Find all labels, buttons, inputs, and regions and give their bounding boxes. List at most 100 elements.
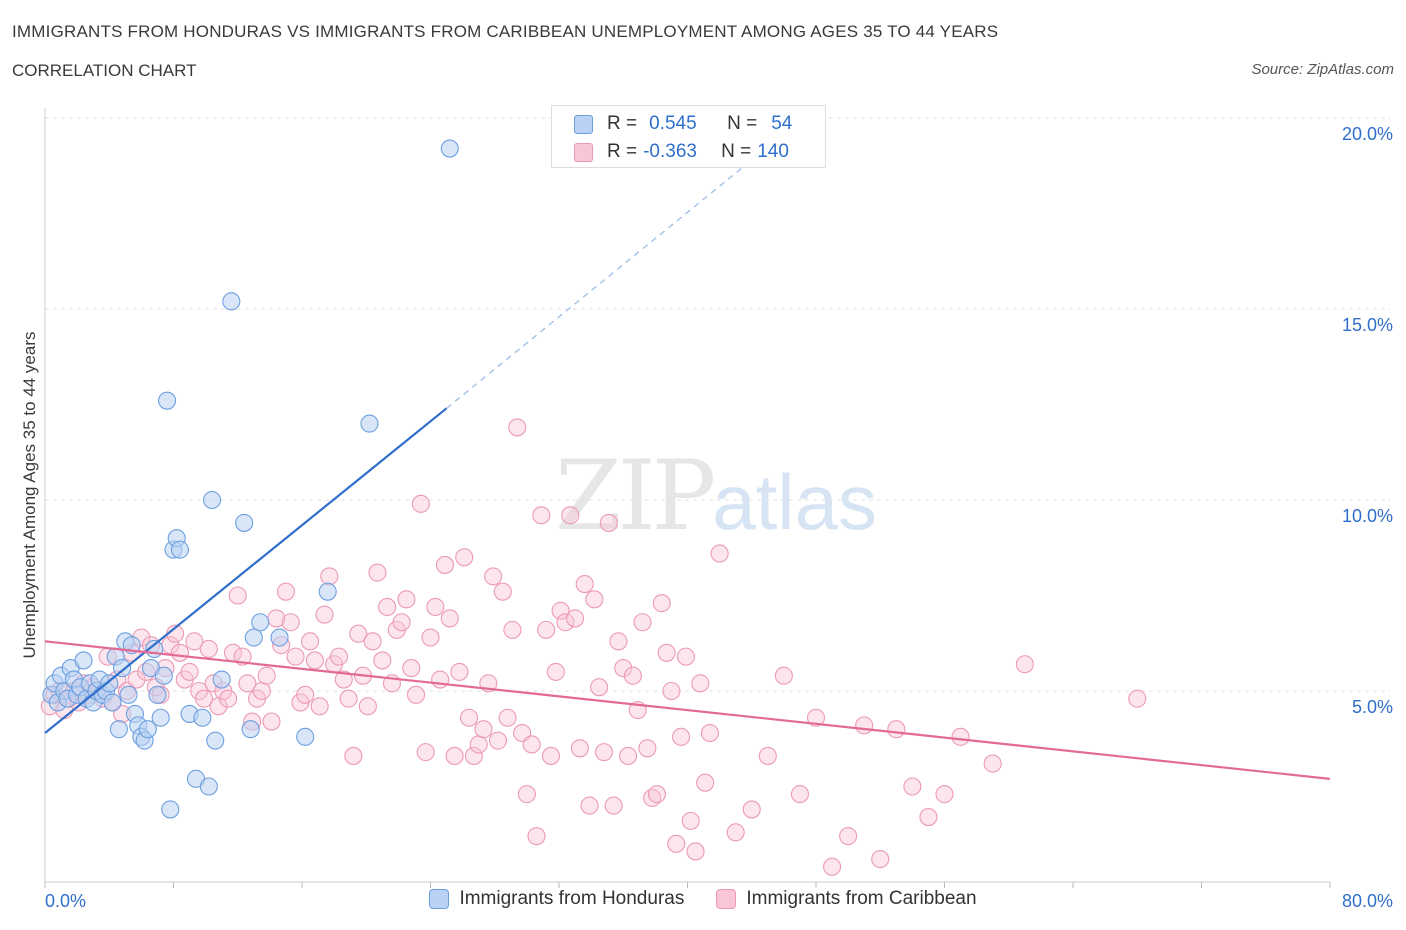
chart-title: IMMIGRANTS FROM HONDURAS VS IMMIGRANTS F… (12, 22, 999, 41)
caribbean-n-value: 140 (757, 141, 789, 162)
caribbean-point-114 (590, 678, 609, 697)
caribbean-point-146 (839, 827, 858, 846)
caribbean-point-81 (431, 670, 450, 689)
caribbean-point-29 (180, 662, 199, 681)
caribbean-point-79 (421, 628, 440, 647)
caribbean-point-97 (508, 418, 527, 437)
caribbean-point-109 (566, 609, 585, 628)
caribbean-point-118 (609, 632, 628, 651)
caribbean-point-78 (416, 743, 435, 762)
caribbean-point-45 (257, 666, 276, 685)
honduras-point-50 (241, 720, 260, 739)
caribbean-point-137 (700, 723, 720, 743)
honduras-swatch (574, 114, 593, 134)
honduras-point-30 (138, 720, 157, 739)
honduras-point-24 (119, 685, 138, 704)
caribbean-point-33 (199, 639, 218, 659)
caribbean-point-143 (790, 785, 809, 804)
caribbean-point-60 (329, 647, 348, 666)
caribbean-point-148 (871, 850, 890, 869)
honduras-point-55 (360, 414, 379, 433)
caribbean-point-64 (349, 624, 368, 643)
source-label: Source: ZipAtlas.com (1251, 61, 1394, 78)
caribbean-point-152 (935, 785, 954, 804)
x-tick-label-max: 80.0% (1341, 891, 1393, 911)
honduras-point-18 (100, 674, 119, 693)
y-tick-label-5: 5.0% (1351, 697, 1393, 717)
grid-lines (45, 117, 1390, 692)
honduras-point-35 (154, 666, 173, 685)
caribbean-point-105 (546, 662, 565, 681)
caribbean-point-63 (344, 746, 363, 765)
caribbean-point-144 (806, 708, 826, 727)
watermark-zip: ZIP (555, 440, 716, 552)
caribbean-point-95 (498, 708, 517, 727)
honduras-point-49 (235, 513, 254, 532)
caribbean-point-18 (127, 670, 146, 689)
caribbean-point-124 (638, 739, 657, 758)
caribbean-point-84 (445, 746, 464, 765)
legend-item-caribbean: Immigrants from Caribbean (716, 888, 977, 910)
caribbean-point-83 (440, 609, 459, 628)
caribbean-point-41 (238, 674, 257, 693)
caribbean-point-151 (919, 808, 938, 827)
caribbean-point-93 (488, 731, 508, 750)
caribbean-point-32 (194, 689, 214, 708)
caribbean-r-label: R = (607, 141, 638, 162)
honduras-point-45 (206, 731, 225, 750)
caribbean-point-127 (652, 594, 671, 613)
caribbean-point-149 (887, 720, 906, 739)
caribbean-point-117 (604, 796, 623, 815)
caribbean-point-116 (599, 513, 618, 532)
caribbean-point-119 (614, 659, 633, 678)
caribbean-point-44 (252, 681, 271, 701)
caribbean-point-66 (358, 697, 377, 716)
caribbean-r-value: -0.363 (643, 141, 697, 162)
caribbean-point-140 (742, 800, 761, 819)
caribbean-point-115 (594, 743, 614, 762)
caribbean-point-96 (503, 620, 522, 639)
caribbean-point-102 (532, 506, 551, 525)
honduras-point-36 (158, 391, 177, 410)
series-legend: Immigrants from Honduras Immigrants from… (0, 888, 1406, 910)
caribbean-point-27 (170, 643, 189, 662)
caribbean-point-70 (378, 597, 397, 617)
caribbean-point-156 (1128, 689, 1147, 708)
caribbean-point-75 (402, 659, 421, 678)
caribbean-point-85 (450, 662, 469, 681)
caribbean-point-147 (855, 716, 874, 735)
caribbean-point-103 (537, 620, 556, 639)
caribbean-point-150 (903, 777, 922, 796)
caribbean-point-142 (774, 666, 793, 685)
caribbean-point-30 (185, 632, 204, 651)
caribbean-point-49 (276, 582, 295, 601)
honduras-r-value: 0.545 (649, 113, 697, 134)
honduras-n-label: N = (727, 113, 758, 134)
chart-subtitle: CORRELATION CHART (12, 61, 197, 80)
caribbean-point-123 (633, 613, 652, 632)
honduras-point-44 (199, 777, 218, 796)
caribbean-points (40, 418, 1147, 876)
caribbean-point-58 (320, 567, 339, 586)
legend-row-honduras: R = 0.545 N = 54 (574, 111, 792, 137)
correlation-legend: R = 0.545 N = 54 R = -0.363 N = 140 (551, 105, 826, 168)
caribbean-point-135 (691, 674, 710, 693)
caribbean-point-112 (580, 796, 599, 815)
caribbean-point-138 (710, 544, 729, 563)
caribbean-point-51 (286, 647, 305, 666)
legend-label-honduras: Immigrants from Honduras (459, 888, 685, 909)
honduras-point-43 (193, 708, 212, 727)
caribbean-point-133 (681, 811, 700, 830)
caribbean-point-89 (469, 735, 488, 754)
caribbean-point-141 (758, 746, 777, 765)
honduras-point-56 (440, 139, 459, 158)
caribbean-point-68 (368, 563, 387, 582)
legend-swatch-honduras (429, 889, 450, 909)
caribbean-point-145 (823, 857, 842, 876)
caribbean-point-132 (676, 647, 695, 666)
legend-swatch-caribbean (716, 889, 737, 909)
caribbean-n-label: N = (721, 141, 752, 162)
honduras-r-label: R = (607, 113, 638, 134)
caribbean-point-131 (672, 727, 691, 746)
honduras-point-21 (109, 720, 128, 739)
